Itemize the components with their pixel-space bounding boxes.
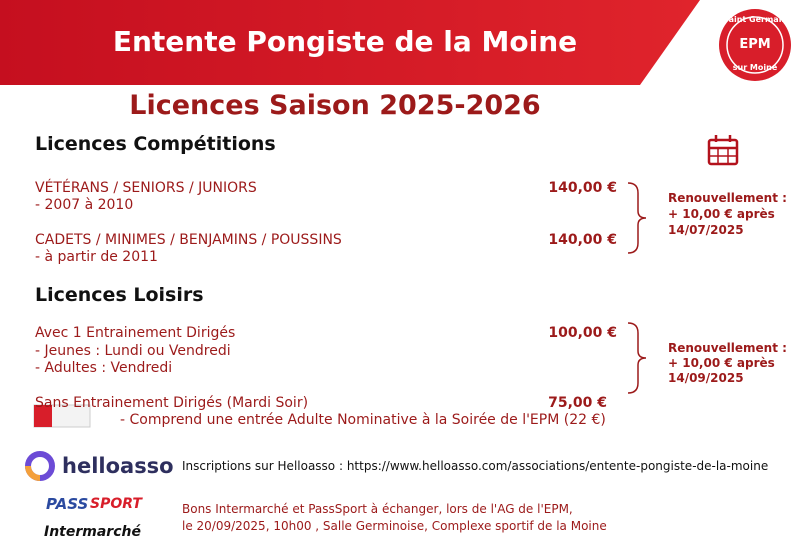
helloasso-text: Inscriptions sur Helloasso : https://www… [182, 459, 769, 473]
renewal: Renouvellement : [668, 341, 787, 355]
logo-center: EPM [739, 37, 771, 52]
item-detail: - 2007 à 2010 [35, 197, 134, 213]
renewal: 14/09/2025 [668, 371, 744, 385]
renewal: + 10,00 € après [668, 207, 775, 221]
item-detail: - Adultes : Vendredi [35, 360, 173, 376]
section-title: Licences Compétitions [35, 133, 276, 155]
ticket-thumbnail [33, 404, 91, 428]
price: 140,00 € [548, 180, 617, 196]
price: 140,00 € [548, 232, 617, 248]
renewal: Renouvellement : [668, 191, 787, 205]
price: 100,00 € [548, 325, 617, 341]
helloasso-logo [25, 451, 55, 481]
price: 75,00 € [548, 395, 607, 411]
heading: Licences Saison 2025-2026 [129, 90, 541, 121]
item-label: CADETS / MINIMES / BENJAMINS / POUSSINS [35, 232, 342, 248]
item-detail: - à partir de 2011 [35, 249, 158, 265]
intermarche-brand: Intermarché [44, 524, 141, 540]
logo-circle [719, 9, 791, 81]
renewal: 14/07/2025 [668, 223, 744, 237]
item-label: VÉTÉRANS / SENIORS / JUNIORS [35, 180, 257, 196]
item-label: Sans Entrainement Dirigés (Mardi Soir) [35, 395, 309, 411]
pass-brand: PASS [46, 495, 89, 513]
section-title: Licences Loisirs [35, 284, 204, 306]
logo-top: Saint Germain [722, 15, 788, 24]
renewal: + 10,00 € après [668, 356, 775, 370]
item-detail: - Comprend une entrée Adulte Nominative … [120, 412, 606, 428]
logo-bottom: sur Moine [732, 63, 778, 72]
footer-line: le 20/09/2025, 10h00 , Salle Germinoise,… [182, 519, 607, 533]
brace [627, 182, 647, 254]
brace [627, 322, 647, 394]
sport-brand: SPORT [90, 496, 142, 512]
header-band [0, 0, 700, 85]
item-detail: - Jeunes : Lundi ou Vendredi [35, 343, 231, 359]
item-label: Avec 1 Entrainement Dirigés [35, 325, 236, 341]
footer-line: Bons Intermarché et PassSport à échanger… [182, 502, 573, 516]
header-title: Entente Pongiste de la Moine [112, 25, 578, 58]
calendar-icon [707, 135, 739, 166]
helloasso-brand: helloasso [62, 454, 174, 478]
logo-ring [726, 16, 784, 74]
